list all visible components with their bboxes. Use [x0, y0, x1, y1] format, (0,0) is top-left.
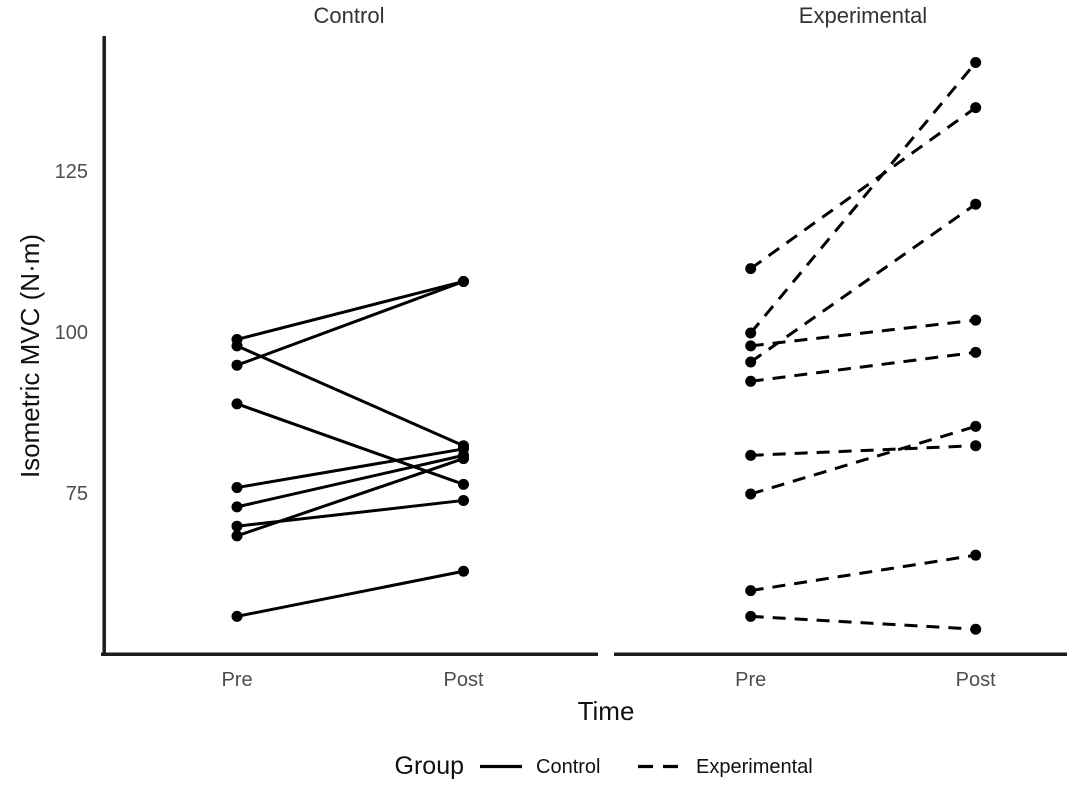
data-point-pre [745, 585, 757, 597]
subject-line [236, 447, 464, 490]
data-point-pre [745, 375, 757, 387]
subject-line [750, 553, 976, 593]
x-axis-title: Time [577, 696, 635, 726]
data-point-post [970, 549, 982, 561]
data-point-post [970, 346, 982, 358]
data-point-post [458, 565, 469, 577]
x-axis-tick-label: Pre [735, 669, 767, 691]
y-axis-tick-label: 100 [54, 322, 88, 344]
subject-line [749, 106, 977, 270]
x-axis-tick-label: Pre [221, 669, 253, 691]
data-point-pre [745, 449, 757, 461]
data-point-post [970, 198, 982, 210]
subject-line [750, 350, 976, 383]
subject-line [750, 424, 977, 496]
data-point-pre [745, 327, 757, 339]
subject-line [749, 61, 977, 334]
data-point-post [458, 275, 469, 287]
subject-line [236, 457, 464, 538]
legend-label-control: Control [536, 756, 601, 778]
data-point-post [970, 420, 982, 432]
subject-line [236, 402, 465, 486]
data-point-post [458, 494, 469, 506]
legend-key-solid-line [480, 764, 522, 769]
data-point-post [970, 314, 982, 326]
data-point-pre [231, 340, 243, 352]
subject-line [236, 280, 464, 341]
data-point-pre [231, 530, 243, 542]
subject-line [236, 569, 464, 618]
subject-line [749, 202, 977, 364]
y-axis-tick-label: 75 [65, 483, 88, 505]
data-point-post [970, 102, 982, 114]
subject-line [236, 453, 464, 509]
subject-line [750, 318, 976, 348]
subject-line [750, 614, 976, 631]
facet-title-control: Control [313, 3, 385, 28]
data-point-pre [231, 482, 243, 494]
data-point-post [458, 478, 469, 490]
data-point-pre [231, 501, 243, 513]
data-point-pre [745, 263, 757, 275]
data-point-pre [231, 610, 243, 622]
facet-title-experimental: Experimental [798, 3, 928, 28]
data-point-post [970, 623, 982, 635]
data-point-pre [745, 356, 757, 368]
y-axis-tick-label: 125 [54, 161, 88, 183]
data-point-pre [231, 398, 243, 410]
subject-line [236, 498, 464, 528]
subject-line [236, 344, 465, 448]
data-point-post [458, 453, 469, 465]
subject-line [236, 280, 465, 367]
data-point-post [970, 440, 982, 452]
data-point-pre [745, 340, 757, 352]
data-point-pre [745, 488, 757, 500]
legend-title: Group [394, 752, 464, 780]
data-point-post [970, 57, 982, 69]
data-point-pre [231, 359, 243, 371]
y-axis-title: Isometric MVC (N·m) [15, 233, 45, 479]
x-axis-tick-label: Post [955, 669, 996, 691]
subject-line [750, 444, 976, 457]
data-point-pre [745, 610, 757, 622]
data-point-pre [231, 520, 243, 532]
legend-label-experimental: Experimental [696, 756, 813, 778]
x-axis-tick-label: Post [443, 669, 484, 691]
legend-key-dashed-line [638, 764, 680, 769]
